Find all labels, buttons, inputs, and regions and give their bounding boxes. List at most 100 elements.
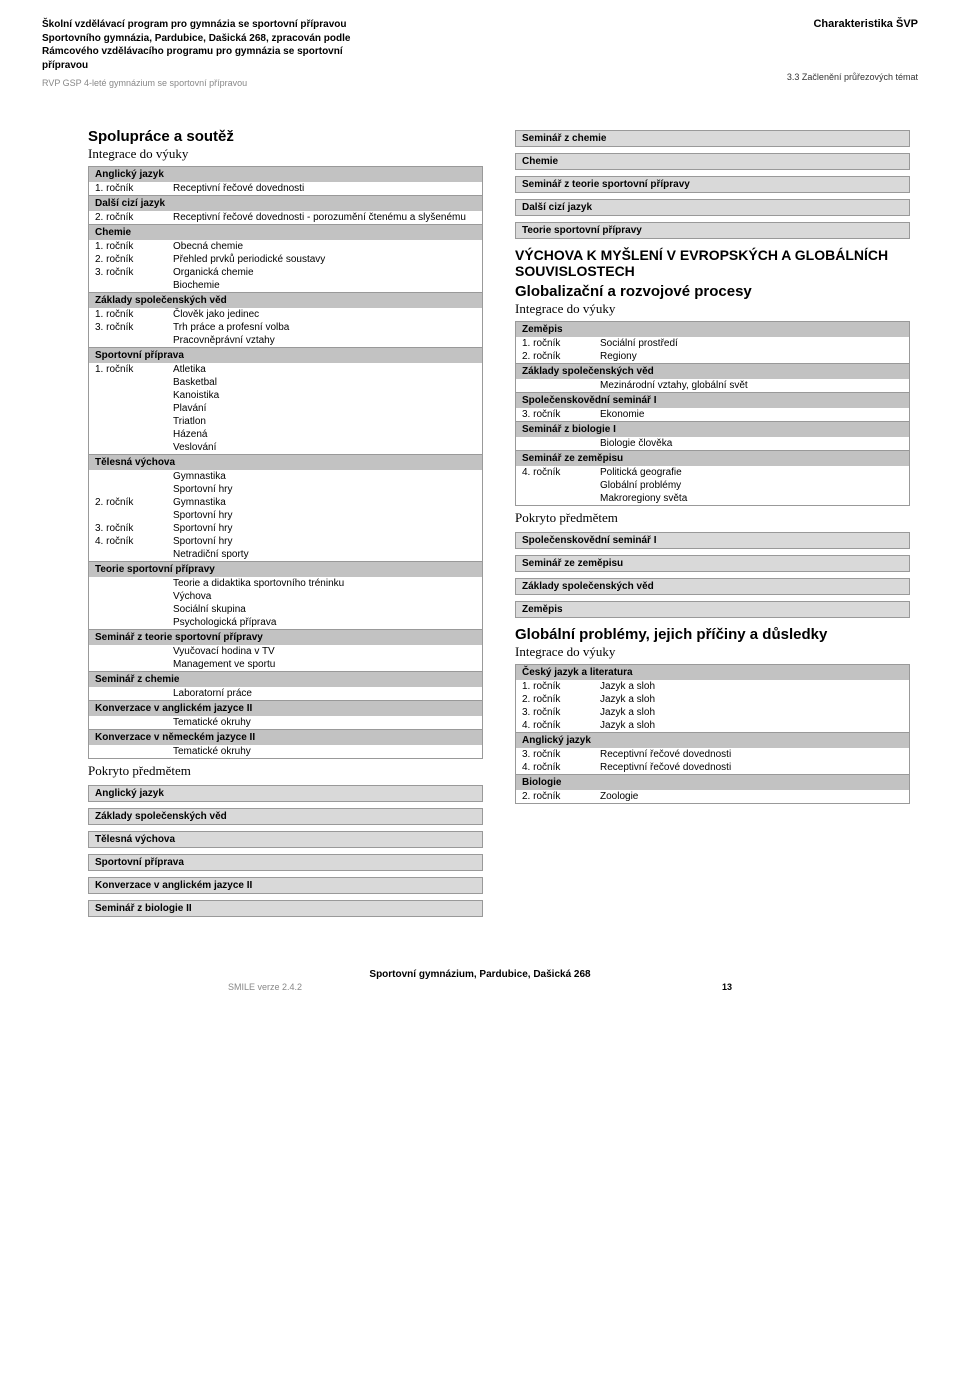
row-year: 2. ročník xyxy=(95,212,173,223)
row-year xyxy=(95,442,173,453)
header-right: Charakteristika ŠVP 3.3 Začlenění průřez… xyxy=(787,18,918,82)
row-topic: Biochemie xyxy=(173,280,476,291)
table-row: Teorie a didaktika sportovního tréninku xyxy=(89,577,482,590)
row-topic: Trh práce a profesní volba xyxy=(173,322,476,333)
right-s1-integrace: Integrace do výuky xyxy=(515,301,910,317)
row-topic: Jazyk a sloh xyxy=(600,694,903,705)
subject-bar: Biologie xyxy=(516,774,909,790)
table-row: Plavání xyxy=(89,402,482,415)
table-row: 1. ročníkObecná chemie xyxy=(89,240,482,253)
row-topic: Sportovní hry xyxy=(173,536,476,547)
row-topic: Vyučovací hodina v TV xyxy=(173,646,476,657)
row-year xyxy=(95,646,173,657)
row-year xyxy=(522,380,600,391)
cover-bar: Zeměpis xyxy=(515,601,910,618)
right-column: Seminář z chemieChemieSeminář z teorie s… xyxy=(515,124,910,917)
row-year: 1. ročník xyxy=(95,183,173,194)
table-row: 1. ročníkReceptivní řečové dovednosti xyxy=(89,182,482,195)
row-year xyxy=(95,471,173,482)
row-topic: Politická geografie xyxy=(600,467,903,478)
row-year xyxy=(95,659,173,670)
table-row: Basketbal xyxy=(89,376,482,389)
row-topic: Výchova xyxy=(173,591,476,602)
row-year: 1. ročník xyxy=(522,681,600,692)
subject-bar: Tělesná výchova xyxy=(89,454,482,470)
subject-bar: Další cizí jazyk xyxy=(89,195,482,211)
row-year: 2. ročník xyxy=(522,351,600,362)
table-row: Sportovní hry xyxy=(89,483,482,496)
footer-center: Sportovní gymnázium, Pardubice, Dašická … xyxy=(42,969,918,980)
left-column: Spolupráce a soutěž Integrace do výuky A… xyxy=(88,124,483,917)
cover-bar: Teorie sportovní přípravy xyxy=(515,222,910,239)
header-line2: Sportovního gymnázia, Pardubice, Dašická… xyxy=(42,32,442,46)
table-row: 1. ročníkAtletika xyxy=(89,363,482,376)
right-upper-heading: VÝCHOVA K MYŠLENÍ V EVROPSKÝCH A GLOBÁLN… xyxy=(515,247,910,279)
subject-bar: Český jazyk a literatura xyxy=(516,664,909,680)
cover-bar: Seminář z biologie II xyxy=(88,900,483,917)
row-topic: Ekonomie xyxy=(600,409,903,420)
row-topic: Mezinárodní vztahy, globální svět xyxy=(600,380,903,391)
row-year: 3. ročník xyxy=(95,267,173,278)
right-s1-pokryto: Pokryto předmětem xyxy=(515,510,910,526)
cover-bar: Základy společenských věd xyxy=(515,578,910,595)
row-year: 2. ročník xyxy=(95,254,173,265)
row-topic: Jazyk a sloh xyxy=(600,720,903,731)
footer-pagenum: 13 xyxy=(722,982,732,992)
table-row: 3. ročníkOrganická chemie xyxy=(89,266,482,279)
row-topic: Přehled prvků periodické soustavy xyxy=(173,254,476,265)
page: Školní vzdělávací program pro gymnázia s… xyxy=(0,0,960,1010)
row-topic: Veslování xyxy=(173,442,476,453)
row-year: 2. ročník xyxy=(522,694,600,705)
row-topic: Sportovní hry xyxy=(173,523,476,534)
row-topic: Triatlon xyxy=(173,416,476,427)
subject-bar: Zeměpis xyxy=(516,321,909,337)
row-topic: Organická chemie xyxy=(173,267,476,278)
row-year xyxy=(95,717,173,728)
row-year xyxy=(95,484,173,495)
row-topic: Biologie člověka xyxy=(600,438,903,449)
header-left: Školní vzdělávací program pro gymnázia s… xyxy=(42,18,442,88)
row-topic: Globální problémy xyxy=(600,480,903,491)
row-topic: Receptivní řečové dovednosti xyxy=(600,749,903,760)
right-s1-heading: Globalizační a rozvojové procesy xyxy=(515,283,910,300)
header-line1: Školní vzdělávací program pro gymnázia s… xyxy=(42,18,442,32)
table-row: Netradiční sporty xyxy=(89,548,482,561)
left-covers: Anglický jazyk Základy společenských věd T… xyxy=(88,785,483,917)
row-year xyxy=(522,480,600,491)
row-year xyxy=(95,549,173,560)
row-topic: Tematické okruhy xyxy=(173,746,476,757)
row-year xyxy=(95,377,173,388)
cover-bar: Anglický jazyk xyxy=(88,785,483,802)
row-year: 4. ročník xyxy=(95,536,173,547)
row-topic: Sociální prostředí xyxy=(600,338,903,349)
cover-bar: Tělesná výchova xyxy=(88,831,483,848)
right-s1-covers: Společenskovědní seminář ISeminář ze zem… xyxy=(515,532,910,618)
row-year: 1. ročník xyxy=(95,309,173,320)
cover-bar: Seminář z chemie xyxy=(515,130,910,147)
row-topic: Makroregiony světa xyxy=(600,493,903,504)
table-row: Laboratorní práce xyxy=(89,687,482,700)
row-topic: Psychologická příprava xyxy=(173,617,476,628)
row-topic: Jazyk a sloh xyxy=(600,707,903,718)
row-topic: Tematické okruhy xyxy=(173,717,476,728)
cover-bar: Chemie xyxy=(515,153,910,170)
row-topic: Kanoistika xyxy=(173,390,476,401)
row-topic: Receptivní řečové dovednosti xyxy=(173,183,476,194)
row-topic: Basketbal xyxy=(173,377,476,388)
table-row: Házená xyxy=(89,428,482,441)
table-row: Kanoistika xyxy=(89,389,482,402)
subject-bar: Chemie xyxy=(89,224,482,240)
pokryto-label: Pokryto předmětem xyxy=(88,763,483,779)
cover-bar: Základy společenských věd xyxy=(88,808,483,825)
row-year xyxy=(95,688,173,699)
row-topic: Obecná chemie xyxy=(173,241,476,252)
row-year xyxy=(95,578,173,589)
table-row: Tematické okruhy xyxy=(89,716,482,729)
row-topic: Gymnastika xyxy=(173,471,476,482)
row-topic: Atletika xyxy=(173,364,476,375)
row-topic: Gymnastika xyxy=(173,497,476,508)
subject-bar: Základy společenských věd xyxy=(516,363,909,379)
row-year: 4. ročník xyxy=(522,720,600,731)
table-row: 4. ročníkPolitická geografie xyxy=(516,466,909,479)
table-row: 2. ročníkZoologie xyxy=(516,790,909,803)
